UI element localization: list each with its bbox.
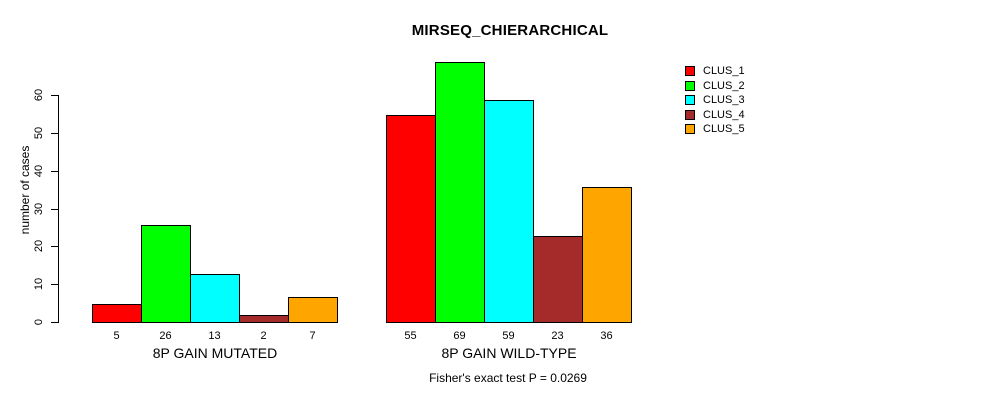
bar-clus_3-group1	[190, 274, 240, 323]
y-axis-label: number of cases	[18, 145, 32, 235]
group-label-wild-type: 8P GAIN WILD-TYPE	[441, 345, 577, 361]
group-label-mutated: 8P GAIN MUTATED	[152, 345, 278, 361]
y-tick-mark	[51, 209, 58, 210]
legend-swatch-clus_4	[685, 110, 695, 120]
bar-clus_4-group2	[533, 236, 583, 323]
legend-label-clus_5: CLUS_5	[703, 123, 745, 135]
bar-value-label: 59	[502, 330, 515, 342]
legend-swatch-clus_5	[685, 124, 695, 134]
bar-clus_2-group1	[141, 225, 191, 323]
legend-label-clus_3: CLUS_3	[703, 94, 745, 106]
bar-value-label: 55	[404, 330, 417, 342]
fisher-test-caption: Fisher's exact test P = 0.0269	[429, 371, 587, 385]
bar-value-label: 26	[159, 330, 172, 342]
y-tick-mark	[51, 95, 58, 96]
bar-clus_1-group1	[92, 304, 142, 323]
y-tick-mark	[51, 246, 58, 247]
bar-value-label: 2	[260, 330, 267, 342]
y-tick-label: 10	[33, 277, 45, 291]
bar-clus_5-group1	[288, 297, 338, 323]
y-tick-label: 30	[33, 202, 45, 216]
y-tick-label: 0	[33, 318, 45, 326]
bar-value-label: 13	[208, 330, 221, 342]
bar-clus_1-group2	[386, 115, 436, 323]
bar-clus_4-group1	[239, 315, 289, 323]
y-tick-mark	[51, 133, 58, 134]
bar-value-label: 36	[600, 330, 613, 342]
legend-swatch-clus_3	[685, 95, 695, 105]
y-tick-label: 50	[33, 126, 45, 140]
bar-clus_2-group2	[435, 62, 485, 323]
y-tick-mark	[51, 322, 58, 323]
legend-label-clus_1: CLUS_1	[703, 65, 745, 77]
legend-label-clus_2: CLUS_2	[703, 80, 745, 92]
y-tick-mark	[51, 171, 58, 172]
chart-title: MIRSEQ_CHIERARCHICAL	[411, 22, 609, 39]
legend-label-clus_4: CLUS_4	[703, 109, 745, 121]
bar-clus_3-group2	[484, 100, 534, 323]
y-tick-label: 60	[33, 88, 45, 102]
y-tick-mark	[51, 284, 58, 285]
y-tick-label: 20	[33, 239, 45, 253]
bar-value-label: 7	[309, 330, 316, 342]
legend-swatch-clus_1	[685, 66, 695, 76]
bar-clus_5-group2	[582, 187, 632, 323]
y-axis-line	[58, 95, 59, 323]
bar-value-label: 23	[551, 330, 564, 342]
bar-value-label: 69	[453, 330, 466, 342]
y-tick-label: 40	[33, 164, 45, 178]
legend-swatch-clus_2	[685, 81, 695, 91]
bar-value-label: 5	[113, 330, 120, 342]
